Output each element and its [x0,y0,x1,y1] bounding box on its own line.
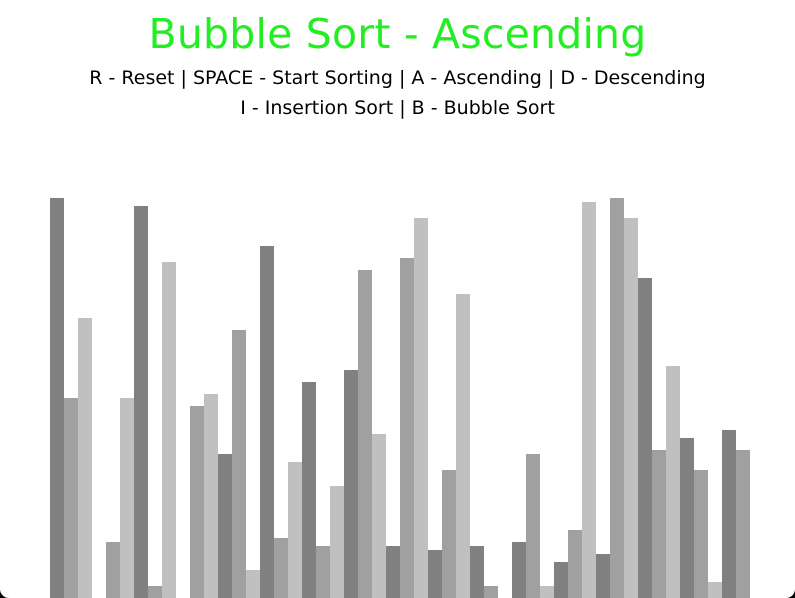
bar-6 [120,398,134,598]
bar-32 [484,586,498,598]
bar-1 [50,198,64,598]
bar-40 [596,554,610,598]
bar-20 [316,546,330,598]
bar-5 [106,542,120,598]
bar-38 [568,530,582,598]
page-title: Bubble Sort - Ascending [148,10,647,58]
bar-21 [330,486,344,598]
bar-26 [400,258,414,598]
bar-13 [218,454,232,598]
bar-18 [288,462,302,598]
bar-48 [708,582,722,598]
bar-45 [666,366,680,598]
bar-7 [134,206,148,598]
bar-35 [526,454,540,598]
bar-50 [736,450,750,598]
bar-49 [722,430,736,598]
bar-25 [386,546,400,598]
bar-16 [260,246,274,598]
bar-27 [414,218,428,598]
bar-41 [610,198,624,598]
bar-31 [470,546,484,598]
controls-help-line-1: R - Reset | SPACE - Start Sorting | A - … [89,67,706,89]
bar-23 [358,270,372,598]
bar-36 [540,586,554,598]
bar-9 [162,262,176,598]
bar-28 [428,550,442,598]
bar-24 [372,434,386,598]
bar-17 [274,538,288,598]
bar-39 [582,202,596,598]
bar-44 [652,450,666,598]
bar-29 [442,470,456,598]
bar-47 [694,470,708,598]
bar-11 [190,406,204,598]
bar-42 [624,218,638,598]
bar-14 [232,330,246,598]
controls-help-line-2: I - Insertion Sort | B - Bubble Sort [240,97,555,119]
bar-12 [204,394,218,598]
bar-46 [680,438,694,598]
bar-2 [64,398,78,598]
bar-43 [638,278,652,598]
bar-8 [148,586,162,598]
bar-19 [302,382,316,598]
bar-34 [512,542,526,598]
bar-30 [456,294,470,598]
bar-15 [246,570,260,598]
bar-3 [78,318,92,598]
bar-22 [344,370,358,598]
bar-37 [554,562,568,598]
